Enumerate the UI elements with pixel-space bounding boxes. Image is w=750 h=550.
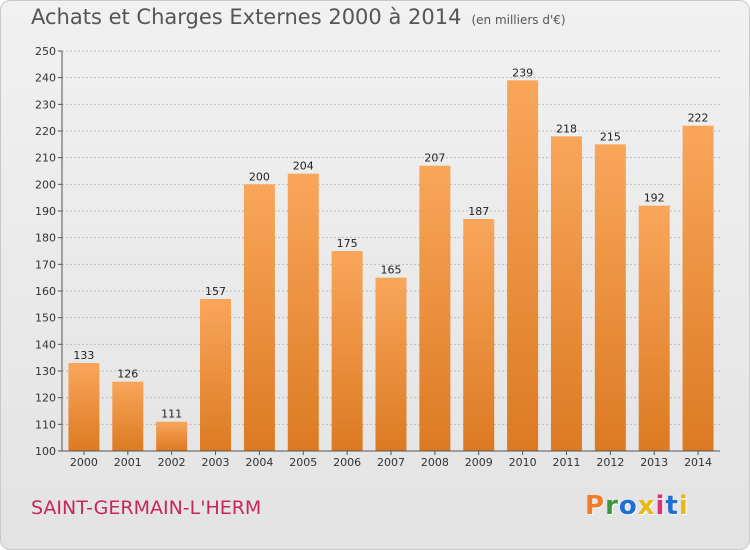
place-name: SAINT-GERMAIN-L'HERM (31, 497, 262, 519)
bar (507, 80, 539, 451)
bar (112, 381, 144, 451)
y-tick-label: 170 (35, 258, 56, 271)
logo-letter: i (655, 491, 666, 521)
value-label: 239 (512, 66, 533, 79)
x-tick-label: 2001 (114, 456, 142, 469)
y-tick-label: 150 (35, 312, 56, 325)
value-label: 175 (337, 237, 358, 250)
x-tick-label: 2007 (377, 456, 405, 469)
x-tick-label: 2012 (596, 456, 624, 469)
y-tick-label: 250 (35, 45, 56, 58)
value-label: 111 (161, 408, 182, 421)
bar (331, 251, 363, 451)
bars (68, 80, 714, 452)
x-tick-label: 2000 (70, 456, 98, 469)
x-tick-label: 2002 (158, 456, 186, 469)
logo-letter: x (637, 491, 656, 521)
y-tick-label: 190 (35, 205, 56, 218)
logo-letter: r (605, 491, 619, 521)
y-tick-label: 200 (35, 178, 56, 191)
bar (419, 165, 451, 451)
bar (375, 277, 407, 451)
y-tick-label: 130 (35, 365, 56, 378)
x-tick-label: 2011 (552, 456, 580, 469)
proxiti-logo: Proxiti (585, 491, 689, 521)
logo-letter: o (618, 491, 638, 521)
value-label: 215 (600, 130, 621, 143)
y-tick-label: 240 (35, 72, 56, 85)
bar (594, 144, 626, 452)
logo-letter: P (585, 491, 606, 521)
value-label: 126 (117, 368, 138, 381)
x-tick-label: 2014 (684, 456, 712, 469)
value-label: 204 (293, 160, 314, 173)
bar (638, 205, 670, 451)
y-tick-label: 110 (35, 418, 56, 431)
value-label: 207 (424, 152, 445, 165)
bar (68, 363, 100, 451)
value-label: 218 (556, 122, 577, 135)
y-tick-label: 100 (35, 445, 56, 458)
x-tick-label: 2004 (245, 456, 273, 469)
x-tick-label: 2003 (202, 456, 230, 469)
y-tick-label: 210 (35, 152, 56, 165)
y-axis-ticks: 100 110 120 130 140 150 160 170 180 190 200 210 220 2… (35, 45, 62, 458)
bar (243, 184, 275, 452)
x-tick-label: 2009 (465, 456, 493, 469)
y-tick-label: 160 (35, 285, 56, 298)
x-tick-label: 2006 (333, 456, 361, 469)
logo-letter: i (678, 491, 689, 521)
title-line: Achats et Charges Externes 2000 à 2014 (e… (31, 5, 566, 29)
x-axis-ticks: 2000 2001 2002 2003 2004 2005 2006 2007 2008 2009… (70, 451, 712, 469)
y-tick-label: 220 (35, 125, 56, 138)
value-label: 200 (249, 170, 270, 183)
y-tick-label: 180 (35, 232, 56, 245)
chart-subtitle: (en milliers d'€) (471, 13, 566, 27)
value-labels: 133 126 111 157 200 204 175 165 207 187 239 218 215 1… (73, 66, 708, 420)
bar (550, 136, 582, 452)
bar (287, 173, 319, 451)
value-label: 165 (381, 264, 402, 277)
chart-title: Achats et Charges Externes 2000 à 2014 (31, 5, 462, 29)
x-tick-label: 2010 (509, 456, 537, 469)
value-label: 192 (644, 192, 665, 205)
x-tick-label: 2005 (289, 456, 317, 469)
value-label: 222 (688, 112, 709, 125)
y-tick-label: 230 (35, 98, 56, 111)
logo-letter: t (665, 491, 679, 521)
bar (682, 125, 714, 452)
y-tick-label: 120 (35, 392, 56, 405)
x-tick-label: 2008 (421, 456, 449, 469)
x-tick-label: 2013 (640, 456, 668, 469)
value-label: 157 (205, 285, 226, 298)
value-label: 133 (73, 349, 94, 362)
bar (200, 299, 232, 451)
y-tick-label: 140 (35, 338, 56, 351)
bar (463, 219, 495, 451)
bar (156, 421, 188, 451)
value-label: 187 (468, 205, 489, 218)
